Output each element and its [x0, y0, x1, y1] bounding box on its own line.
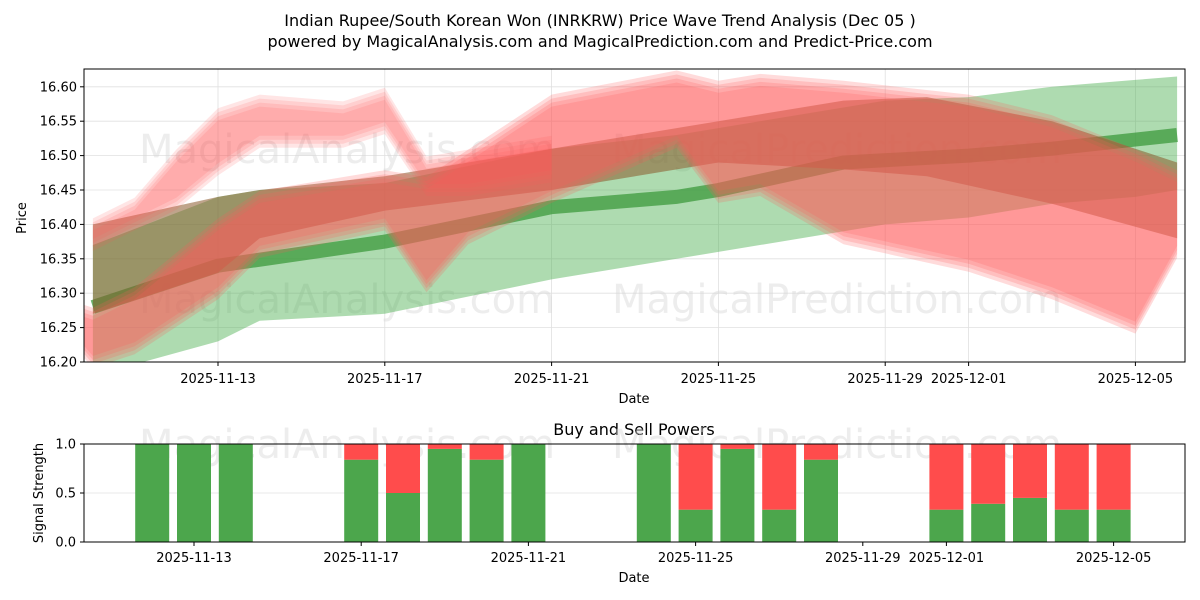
- x-tick-label: 2025-11-17: [323, 551, 399, 566]
- sell-bar: [929, 444, 964, 510]
- buy-bar: [386, 493, 420, 542]
- brown-trend-band-band: [92, 97, 1178, 314]
- x-tick-label: 2025-11-29: [825, 551, 901, 566]
- y-tick-label: 0.5: [55, 487, 76, 502]
- sell-bar: [1013, 444, 1047, 498]
- power-y-axis: 0.0 0.5 1.0: [55, 438, 84, 551]
- x-tick-label: 2025-11-17: [347, 372, 423, 387]
- x-tick-label: 2025-11-21: [514, 372, 590, 387]
- sell-bar: [427, 444, 462, 449]
- y-tick-label: 16.35: [40, 252, 77, 267]
- buy-bar: [720, 448, 755, 542]
- x-tick-label: 2025-12-01: [931, 372, 1007, 387]
- chart-subtitle: powered by MagicalAnalysis.com and Magic…: [267, 32, 932, 51]
- sell-bar: [344, 444, 379, 460]
- x-tick-label: 2025-11-25: [658, 551, 734, 566]
- buy-bar: [804, 459, 838, 542]
- x-tick-label: 2025-11-25: [681, 372, 757, 387]
- price-y-label: Price: [15, 202, 30, 234]
- buy-bar: [511, 444, 546, 542]
- price-plot: MagicalAnalysis.com MagicalPrediction.com…: [15, 68, 1186, 407]
- red-upper-wave-band: [92, 87, 552, 239]
- watermark-text: MagicalPrediction.com: [612, 277, 1062, 323]
- buy-bar: [929, 509, 964, 542]
- buy-bar: [344, 459, 379, 542]
- red-main-wave-band: [84, 82, 1178, 362]
- y-tick-label: 16.40: [40, 218, 77, 233]
- chart-title: Indian Rupee/South Korean Won (INRKRW) P…: [284, 11, 915, 30]
- y-tick-label: 16.25: [40, 321, 77, 336]
- y-tick-label: 16.30: [40, 287, 77, 302]
- buy-bar: [218, 444, 253, 542]
- power-x-label: Date: [618, 571, 649, 586]
- buy-bar: [762, 509, 797, 542]
- sell-bar: [720, 444, 755, 449]
- sell-bar: [678, 444, 713, 510]
- x-tick-label: 2025-12-05: [1076, 551, 1152, 566]
- y-tick-label: 16.55: [40, 115, 77, 130]
- y-tick-label: 16.50: [40, 149, 77, 164]
- x-tick-label: 2025-11-29: [847, 372, 923, 387]
- price-plot-frame: [83, 68, 1186, 363]
- x-tick-label: 2025-11-21: [491, 551, 567, 566]
- y-tick-label: 16.60: [40, 80, 77, 95]
- sell-bar: [762, 444, 797, 510]
- sell-bar: [386, 444, 420, 493]
- buy-bar: [971, 503, 1006, 542]
- sell-bar: [469, 444, 504, 460]
- buy-bar: [177, 444, 211, 542]
- sell-bar: [1096, 444, 1131, 510]
- buy-bar: [1013, 497, 1047, 542]
- x-tick-label: 2025-11-13: [180, 372, 256, 387]
- price-x-label: Date: [618, 392, 649, 407]
- red-main-wave-band: [84, 70, 1178, 356]
- buy-bar: [1096, 509, 1131, 542]
- buy-bar: [678, 509, 713, 542]
- sell-bar: [1054, 444, 1089, 510]
- power-x-axis: 2025-11-13 2025-11-17 2025-11-21 2025-11-25…: [156, 542, 1151, 566]
- sell-bar: [804, 444, 838, 460]
- power-y-label: Signal Strength: [32, 443, 47, 543]
- price-x-axis: 2025-11-13 2025-11-17 2025-11-21 2025-11-25…: [180, 362, 1173, 387]
- y-tick-label: 16.20: [40, 356, 77, 371]
- x-tick-label: 2025-11-13: [156, 551, 232, 566]
- buy-bar: [1054, 509, 1089, 542]
- buy-bar: [427, 448, 462, 542]
- red-upper-wave-band: [92, 91, 552, 243]
- red-main-wave-band: [84, 78, 1178, 362]
- red-upper-wave-band: [92, 99, 552, 251]
- y-tick-label: 0.0: [55, 536, 76, 551]
- price-series: [84, 70, 1178, 362]
- x-tick-label: 2025-12-05: [1098, 372, 1174, 387]
- power-title: Buy and Sell Powers: [553, 420, 715, 439]
- price-y-axis: 16.20 16.25 16.30 16.35 16.40 16.45 16.50 16.55…: [40, 80, 84, 371]
- power-plot: Buy and Sell Powers MagicalAnalysis.comM…: [32, 420, 1186, 586]
- sell-bar: [971, 444, 1006, 504]
- buy-bar: [469, 459, 504, 542]
- red-main-wave-band: [84, 74, 1178, 360]
- watermark-text: MagicalAnalysis.com: [139, 277, 555, 323]
- y-tick-label: 16.45: [40, 184, 77, 199]
- x-tick-label: 2025-12-01: [909, 551, 985, 566]
- buy-bar: [135, 444, 170, 542]
- buy-bar: [636, 444, 671, 542]
- power-bars: [135, 444, 1131, 542]
- red-upper-wave-band: [92, 95, 552, 247]
- y-tick-label: 1.0: [55, 438, 76, 453]
